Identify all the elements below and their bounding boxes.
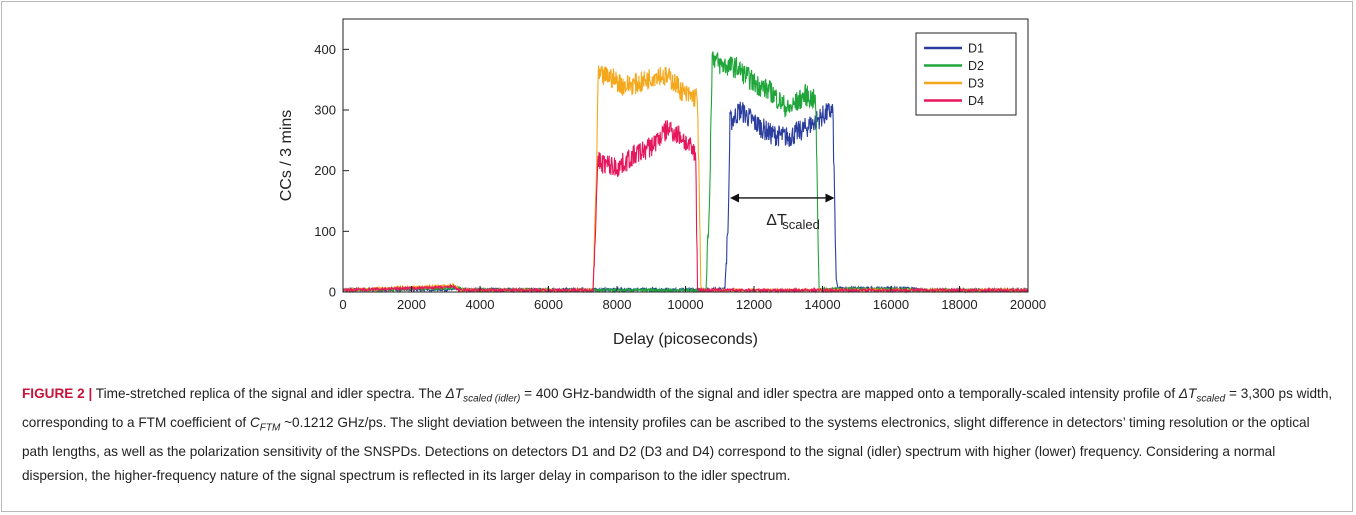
legend-label-d2: D2 — [968, 59, 984, 73]
legend-box — [915, 32, 1017, 116]
annotation-subscript: scaled — [782, 217, 820, 232]
y-tick-label: 400 — [314, 42, 336, 57]
x-tick-label: 18000 — [941, 297, 977, 312]
caption-symbol-c: C — [249, 415, 260, 431]
annotation-label: ΔT — [766, 212, 787, 229]
x-tick-label: 10000 — [667, 297, 703, 312]
series-line-d4 — [342, 120, 1029, 294]
y-tick-label: 200 — [314, 163, 336, 178]
x-tick-label: 6000 — [534, 297, 563, 312]
caption-text-3: = 3,300 ps width, corresponding to a FTM… — [22, 386, 1333, 431]
legend-label-d3: D3 — [968, 77, 984, 91]
legend-label-d1: D1 — [968, 42, 984, 56]
legend: D1 D2 D3 D4 — [915, 32, 1017, 116]
caption-subscript-ftm: FTM — [259, 422, 281, 434]
axis-ticks: 0 2000 4000 6000 8000 10000 12000 14000 16000 180… — [314, 42, 1046, 312]
figure-caption: FIGURE 2 | Time-stretched replica of the… — [22, 382, 1337, 487]
x-tick-label: 16000 — [873, 297, 909, 312]
series-line-d1 — [342, 101, 1029, 294]
caption-subscript-scaled: scaled — [1196, 393, 1226, 405]
y-tick-label: 100 — [314, 224, 336, 239]
x-tick-label: 0 — [339, 297, 346, 312]
figure-label: FIGURE 2 | — [22, 386, 93, 401]
caption-symbol-delta-t-scaled: ΔT — [1178, 386, 1197, 401]
annotation-arrowhead-right — [825, 193, 835, 203]
x-tick-label: 12000 — [736, 297, 772, 312]
y-axis-label: CCs / 3 mins — [278, 110, 295, 202]
caption-subscript-scaled-idler: scaled (idler) — [463, 393, 521, 405]
y-tick-label: 0 — [329, 285, 336, 300]
x-tick-label: 4000 — [466, 297, 495, 312]
caption-text-1: Time-stretched replica of the signal and… — [92, 386, 446, 401]
x-tick-label: 14000 — [804, 297, 840, 312]
x-tick-label: 2000 — [397, 297, 426, 312]
delta-t-annotation: ΔTscaled — [730, 193, 835, 232]
caption-text-2: = 400 GHz-bandwidth of the signal and id… — [520, 386, 1179, 401]
x-tick-label: 8000 — [603, 297, 632, 312]
caption-symbol-delta-t: ΔT — [445, 386, 464, 401]
y-tick-label: 300 — [314, 103, 336, 118]
chart: 0 2000 4000 6000 8000 10000 12000 14000 16000 180… — [278, 18, 1046, 348]
x-axis-label: Delay (picoseconds) — [613, 331, 758, 348]
caption-text-4: ~0.1212 GHz/ps. The slight deviation bet… — [22, 415, 1310, 483]
legend-label-d4: D4 — [968, 94, 984, 108]
annotation-arrowhead-left — [730, 193, 740, 203]
x-tick-label: 20000 — [1010, 297, 1046, 312]
